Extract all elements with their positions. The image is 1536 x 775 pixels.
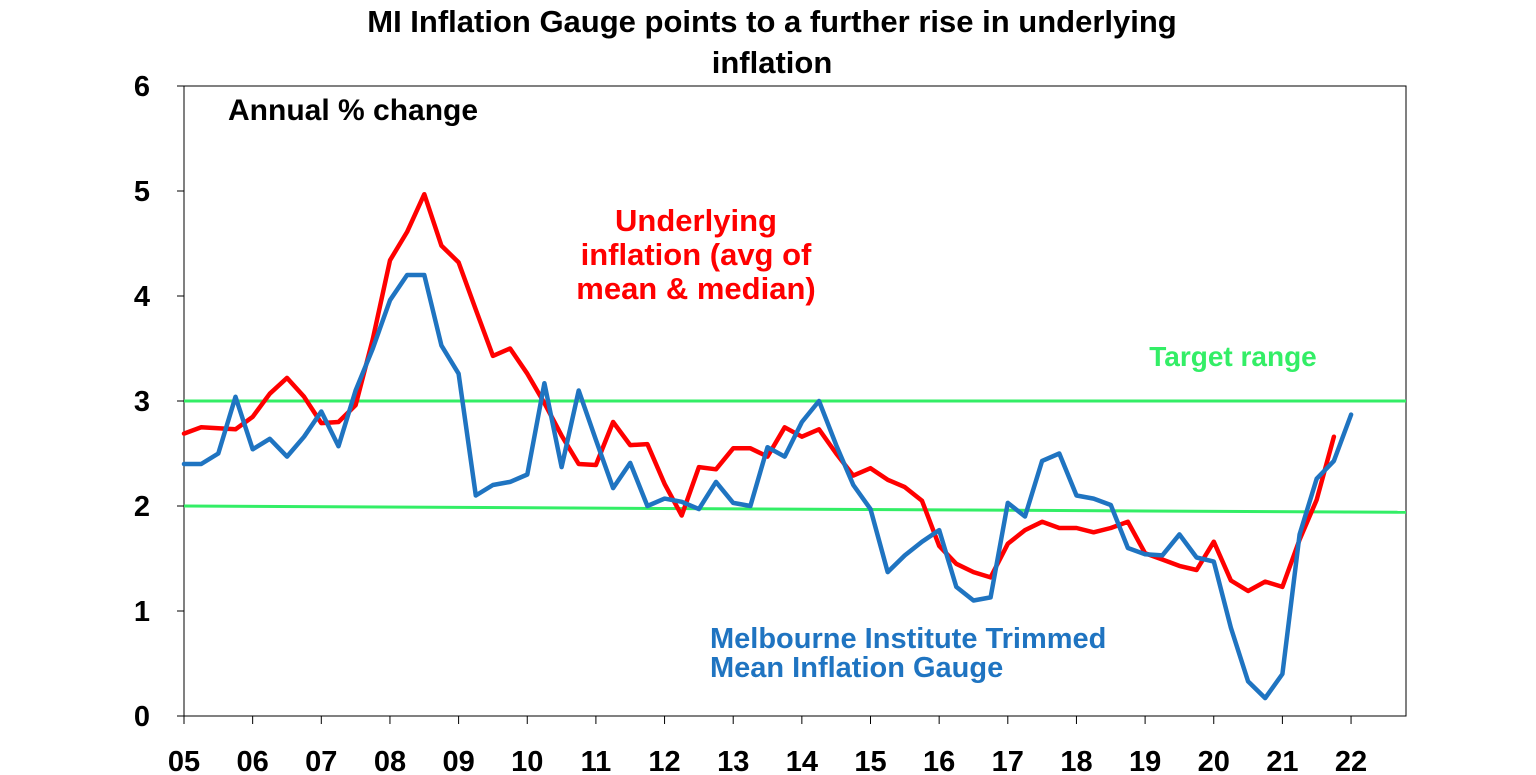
gauge-label-line-2: Mean Inflation Gauge: [710, 652, 1003, 684]
target-range-lower-line: [183, 504, 1407, 514]
annotation-annual-change: Annual % change: [228, 94, 478, 127]
x-tick-label: 18: [1060, 746, 1092, 775]
x-tick-label: 17: [992, 746, 1024, 775]
y-tick-label: 0: [134, 701, 150, 733]
x-tick-label: 16: [923, 746, 955, 775]
series-layer: [181, 191, 1354, 701]
x-tick-label: 10: [511, 746, 543, 775]
x-tick-label: 20: [1198, 746, 1230, 775]
underlying-label-line-2: inflation (avg of: [581, 237, 812, 272]
series-line-mi-inflation-gauge: [181, 272, 1354, 701]
x-tick-label: 11: [581, 746, 612, 775]
series-line-underlying-inflation: [181, 191, 1337, 594]
x-tick-label: 15: [854, 746, 886, 775]
gauge-label-line-1: Melbourne Institute Trimmed: [710, 623, 1106, 655]
x-axis: 05 06 07 08 09 10 11 12 13 14 15 16 17 18 19 20 21 22: [168, 716, 1367, 775]
x-tick-label: 05: [168, 746, 200, 775]
x-tick-label: 19: [1129, 746, 1161, 775]
underlying-label-line-3: mean & median): [576, 271, 815, 306]
x-tick-label: 13: [717, 746, 749, 775]
y-tick-label: 2: [134, 491, 150, 523]
y-tick-label: 1: [134, 596, 150, 628]
y-tick-label: 5: [134, 176, 150, 208]
x-tick-label: 14: [786, 746, 818, 775]
x-tick-label: 08: [374, 746, 406, 775]
y-tick-label: 4: [134, 281, 150, 313]
underlying-label-line-1: Underlying: [615, 203, 777, 238]
y-tick-label: 3: [134, 386, 150, 418]
y-axis: 0 1 2 3 4 5 6: [134, 71, 184, 733]
x-tick-label: 21: [1266, 746, 1298, 775]
target-range-label: Target range: [1149, 341, 1317, 372]
x-tick-label: 12: [648, 746, 680, 775]
y-tick-label: 6: [134, 71, 150, 103]
x-tick-label: 09: [442, 746, 474, 775]
chart-title-line-2: inflation: [712, 45, 833, 80]
x-tick-label: 07: [305, 746, 337, 775]
x-tick-label: 06: [237, 746, 269, 775]
x-tick-label: 22: [1335, 746, 1367, 775]
chart-title-line-1: MI Inflation Gauge points to a further r…: [367, 4, 1176, 39]
